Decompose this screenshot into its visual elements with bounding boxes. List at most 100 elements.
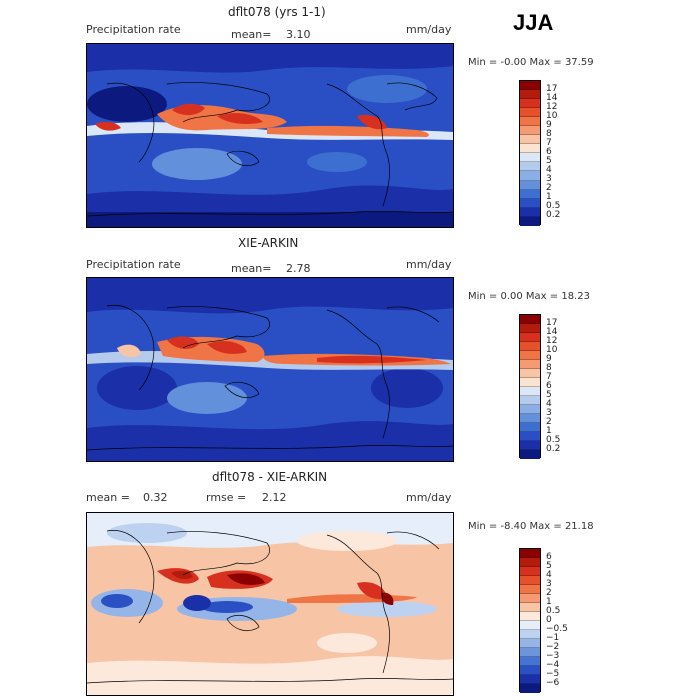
panel-1-map-field — [87, 44, 453, 227]
colorbar-tick-label: 2 — [546, 417, 552, 427]
colorbar-tick-label: 0.2 — [546, 444, 561, 454]
colorbar-tick-label: 3 — [546, 408, 552, 418]
colorbar-swatch — [520, 378, 540, 387]
colorbar-tick-label: 7 — [546, 138, 552, 148]
colorbar-swatch — [520, 585, 540, 594]
colorbar-tick-label: 2 — [546, 183, 552, 193]
panel-3-rmse-label: rmse = — [206, 491, 247, 504]
panel-2-title: XIE-ARKIN — [238, 236, 299, 250]
colorbar-swatch — [520, 414, 540, 423]
colorbar-swatch — [520, 612, 540, 621]
panel-1-title: dflt078 (yrs 1-1) — [228, 5, 326, 19]
colorbar-swatch — [520, 189, 540, 199]
colorbar-swatch — [520, 99, 540, 109]
colorbar-swatch — [520, 630, 540, 639]
colorbar-swatch — [520, 567, 540, 576]
colorbar-tick-label: 4 — [546, 570, 552, 580]
colorbar-swatch — [520, 369, 540, 378]
colorbar-tick-label: 5 — [546, 390, 552, 400]
colorbar-swatch — [520, 621, 540, 630]
colorbar-tick-label: 14 — [546, 327, 558, 337]
panel-1-map — [86, 43, 454, 228]
colorbar-swatch — [520, 594, 540, 603]
colorbar-swatch — [520, 108, 540, 118]
colorbar-tick-label: 0.5 — [546, 606, 561, 616]
colorbar-tick-label: 17 — [546, 84, 558, 94]
colorbar-tick-label: −3 — [546, 651, 560, 661]
colorbar-swatch — [520, 126, 540, 136]
colorbar-swatch — [520, 603, 540, 612]
colorbar-swatch — [520, 657, 540, 666]
colorbar-swatch — [520, 558, 540, 567]
colorbar-tick-label: 1 — [546, 192, 552, 202]
colorbar-swatch — [520, 441, 540, 450]
colorbar-tick-label: 5 — [546, 561, 552, 571]
panel-3-colorbar — [519, 548, 541, 693]
colorbar-swatch — [520, 576, 540, 585]
colorbar-tick-label: −2 — [546, 642, 560, 652]
colorbar-tick-label: 12 — [546, 102, 558, 112]
colorbar-swatch — [520, 639, 540, 648]
colorbar-tick-label: 3 — [546, 174, 552, 184]
colorbar-tick-label: 2 — [546, 588, 552, 598]
colorbar-swatch — [520, 144, 540, 154]
colorbar-tick-label: 5 — [546, 156, 552, 166]
colorbar-swatch — [520, 666, 540, 675]
colorbar-swatch — [520, 648, 540, 657]
colorbar-swatch — [520, 675, 540, 684]
colorbar-tick-label: −1 — [546, 633, 560, 643]
colorbar-tick-label: 9 — [546, 354, 552, 364]
colorbar-tick-label: 12 — [546, 336, 558, 346]
panel-3-mean-value: 0.32 — [143, 491, 168, 504]
colorbar-swatch — [520, 423, 540, 432]
panel-1-mean-label: mean= — [231, 28, 272, 41]
colorbar-swatch — [520, 360, 540, 369]
colorbar-swatch — [520, 549, 540, 558]
colorbar-tick-label: 0.2 — [546, 210, 561, 220]
colorbar-tick-label: 3 — [546, 579, 552, 589]
panel-1-colorbar — [519, 80, 541, 226]
colorbar-swatch — [520, 324, 540, 333]
colorbar-swatch — [520, 405, 540, 414]
colorbar-tick-label: 8 — [546, 129, 552, 139]
colorbar-swatch — [520, 81, 540, 91]
panel-1-mean-value: 3.10 — [286, 28, 311, 41]
colorbar-swatch — [520, 171, 540, 181]
colorbar-tick-label: 6 — [546, 147, 552, 157]
colorbar-tick-label: 17 — [546, 318, 558, 328]
colorbar-tick-label: 4 — [546, 165, 552, 175]
colorbar-tick-label: −6 — [546, 678, 560, 688]
colorbar-swatch — [520, 396, 540, 405]
colorbar-tick-label: 4 — [546, 399, 552, 409]
panel-1-minmax: Min = -0.00 Max = 37.59 — [468, 57, 594, 68]
colorbar-tick-label: 8 — [546, 363, 552, 373]
panel-3-rmse-value: 2.12 — [262, 491, 287, 504]
colorbar-swatch — [520, 351, 540, 360]
colorbar-swatch — [520, 135, 540, 145]
colorbar-tick-label: 1 — [546, 597, 552, 607]
colorbar-tick-label: 0.5 — [546, 435, 561, 445]
panel-2-variable-label: Precipitation rate — [86, 258, 181, 271]
panel-1-variable-label: Precipitation rate — [86, 23, 181, 36]
colorbar-tick-label: 7 — [546, 372, 552, 382]
colorbar-swatch — [520, 207, 540, 217]
colorbar-swatch — [520, 180, 540, 190]
panel-2-units: mm/day — [406, 258, 452, 271]
colorbar-swatch — [520, 333, 540, 342]
panel-2-colorbar — [519, 314, 541, 459]
panel-2-map — [86, 277, 454, 462]
colorbar-tick-label: −5 — [546, 669, 560, 679]
panel-3-map-field — [87, 513, 453, 695]
colorbar-swatch — [520, 198, 540, 208]
panel-3-mean-label: mean = — [86, 491, 130, 504]
colorbar-tick-label: 6 — [546, 381, 552, 391]
colorbar-tick-label: −4 — [546, 660, 560, 670]
panel-3-map — [86, 512, 454, 696]
season-label: JJA — [513, 10, 554, 35]
colorbar-tick-label: 1 — [546, 426, 552, 436]
colorbar-swatch — [520, 153, 540, 163]
colorbar-swatch — [520, 387, 540, 396]
panel-2-map-field — [87, 278, 453, 461]
colorbar-swatch — [520, 342, 540, 351]
colorbar-swatch — [520, 315, 540, 324]
